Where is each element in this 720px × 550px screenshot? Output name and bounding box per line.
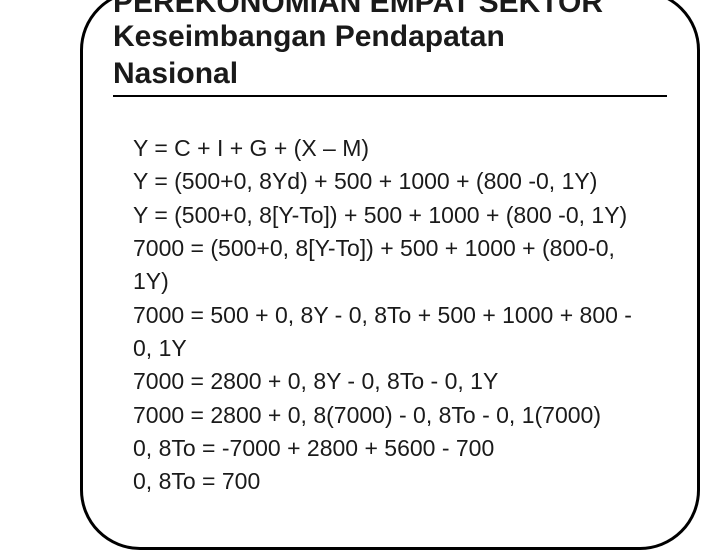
equation-line: 0, 8To = -7000 + 2800 + 5600 - 700 <box>133 432 657 465</box>
equation-line: 0, 8To = 700 <box>133 465 657 498</box>
slide-header: PEREKONOMIAN EMPAT SEKTOR Keseimbangan P… <box>83 0 697 107</box>
slide-content: Y = C + I + G + (X – M) Y = (500+0, 8Yd)… <box>83 112 697 499</box>
title-top-cut: PEREKONOMIAN EMPAT SEKTOR <box>113 0 667 18</box>
equation-line: Y = (500+0, 8Yd) + 500 + 1000 + (800 -0,… <box>133 165 657 198</box>
equation-line: Y = (500+0, 8[Y-To]) + 500 + 1000 + (800… <box>133 199 657 232</box>
subtitle-line-2: Nasional <box>113 57 667 92</box>
slide-frame: PEREKONOMIAN EMPAT SEKTOR Keseimbangan P… <box>80 0 700 550</box>
equation-line: 7000 = 2800 + 0, 8(7000) - 0, 8To - 0, 1… <box>133 399 657 432</box>
subtitle-line-1: Keseimbangan Pendapatan <box>113 20 667 55</box>
equation-line: 7000 = 500 + 0, 8Y - 0, 8To + 500 + 1000… <box>133 299 657 366</box>
equation-line: 7000 = (500+0, 8[Y-To]) + 500 + 1000 + (… <box>133 232 657 299</box>
equation-line: Y = C + I + G + (X – M) <box>133 132 657 165</box>
equation-line: 7000 = 2800 + 0, 8Y - 0, 8To - 0, 1Y <box>133 365 657 398</box>
title-underline <box>113 95 667 97</box>
